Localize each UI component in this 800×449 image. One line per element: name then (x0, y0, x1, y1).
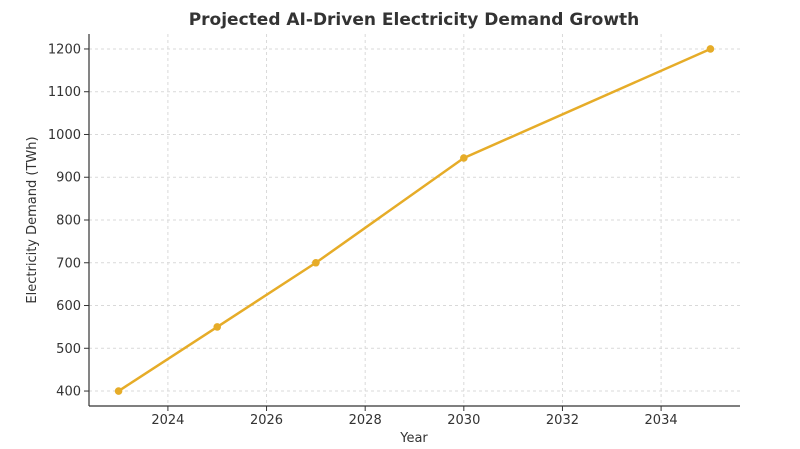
y-tick-label: 800 (56, 214, 81, 229)
y-tick-label: 600 (56, 299, 81, 314)
y-tick-label: 700 (56, 256, 81, 271)
x-tick-label: 2026 (250, 413, 283, 428)
x-tick-label: 2032 (546, 413, 579, 428)
data-point (460, 154, 468, 162)
y-tick-label: 1000 (48, 128, 81, 143)
chart-title: Projected AI-Driven Electricity Demand G… (189, 10, 640, 30)
x-tick-label: 2034 (645, 413, 678, 428)
y-tick-label: 900 (56, 171, 81, 186)
x-tick-label: 2030 (447, 413, 480, 428)
grid (89, 34, 740, 406)
y-tick-label: 1100 (48, 85, 81, 100)
data-point (213, 323, 222, 331)
y-tick-label: 400 (56, 385, 81, 400)
tick-labels: 2024 2026 2028 2030 2032 2034 400 500 600 700 800 9… (48, 42, 678, 428)
data-point (706, 45, 715, 53)
series (114, 45, 715, 395)
data-point (312, 258, 320, 267)
x-tick-label: 2024 (151, 413, 184, 428)
data-point (114, 387, 123, 395)
x-axis-label: Year (399, 431, 428, 446)
y-axis-label: Electricity Demand (TWh) (25, 136, 40, 303)
y-tick-label: 500 (56, 342, 81, 357)
x-tick-label: 2028 (349, 413, 382, 428)
y-tick-label: 1200 (48, 42, 81, 57)
